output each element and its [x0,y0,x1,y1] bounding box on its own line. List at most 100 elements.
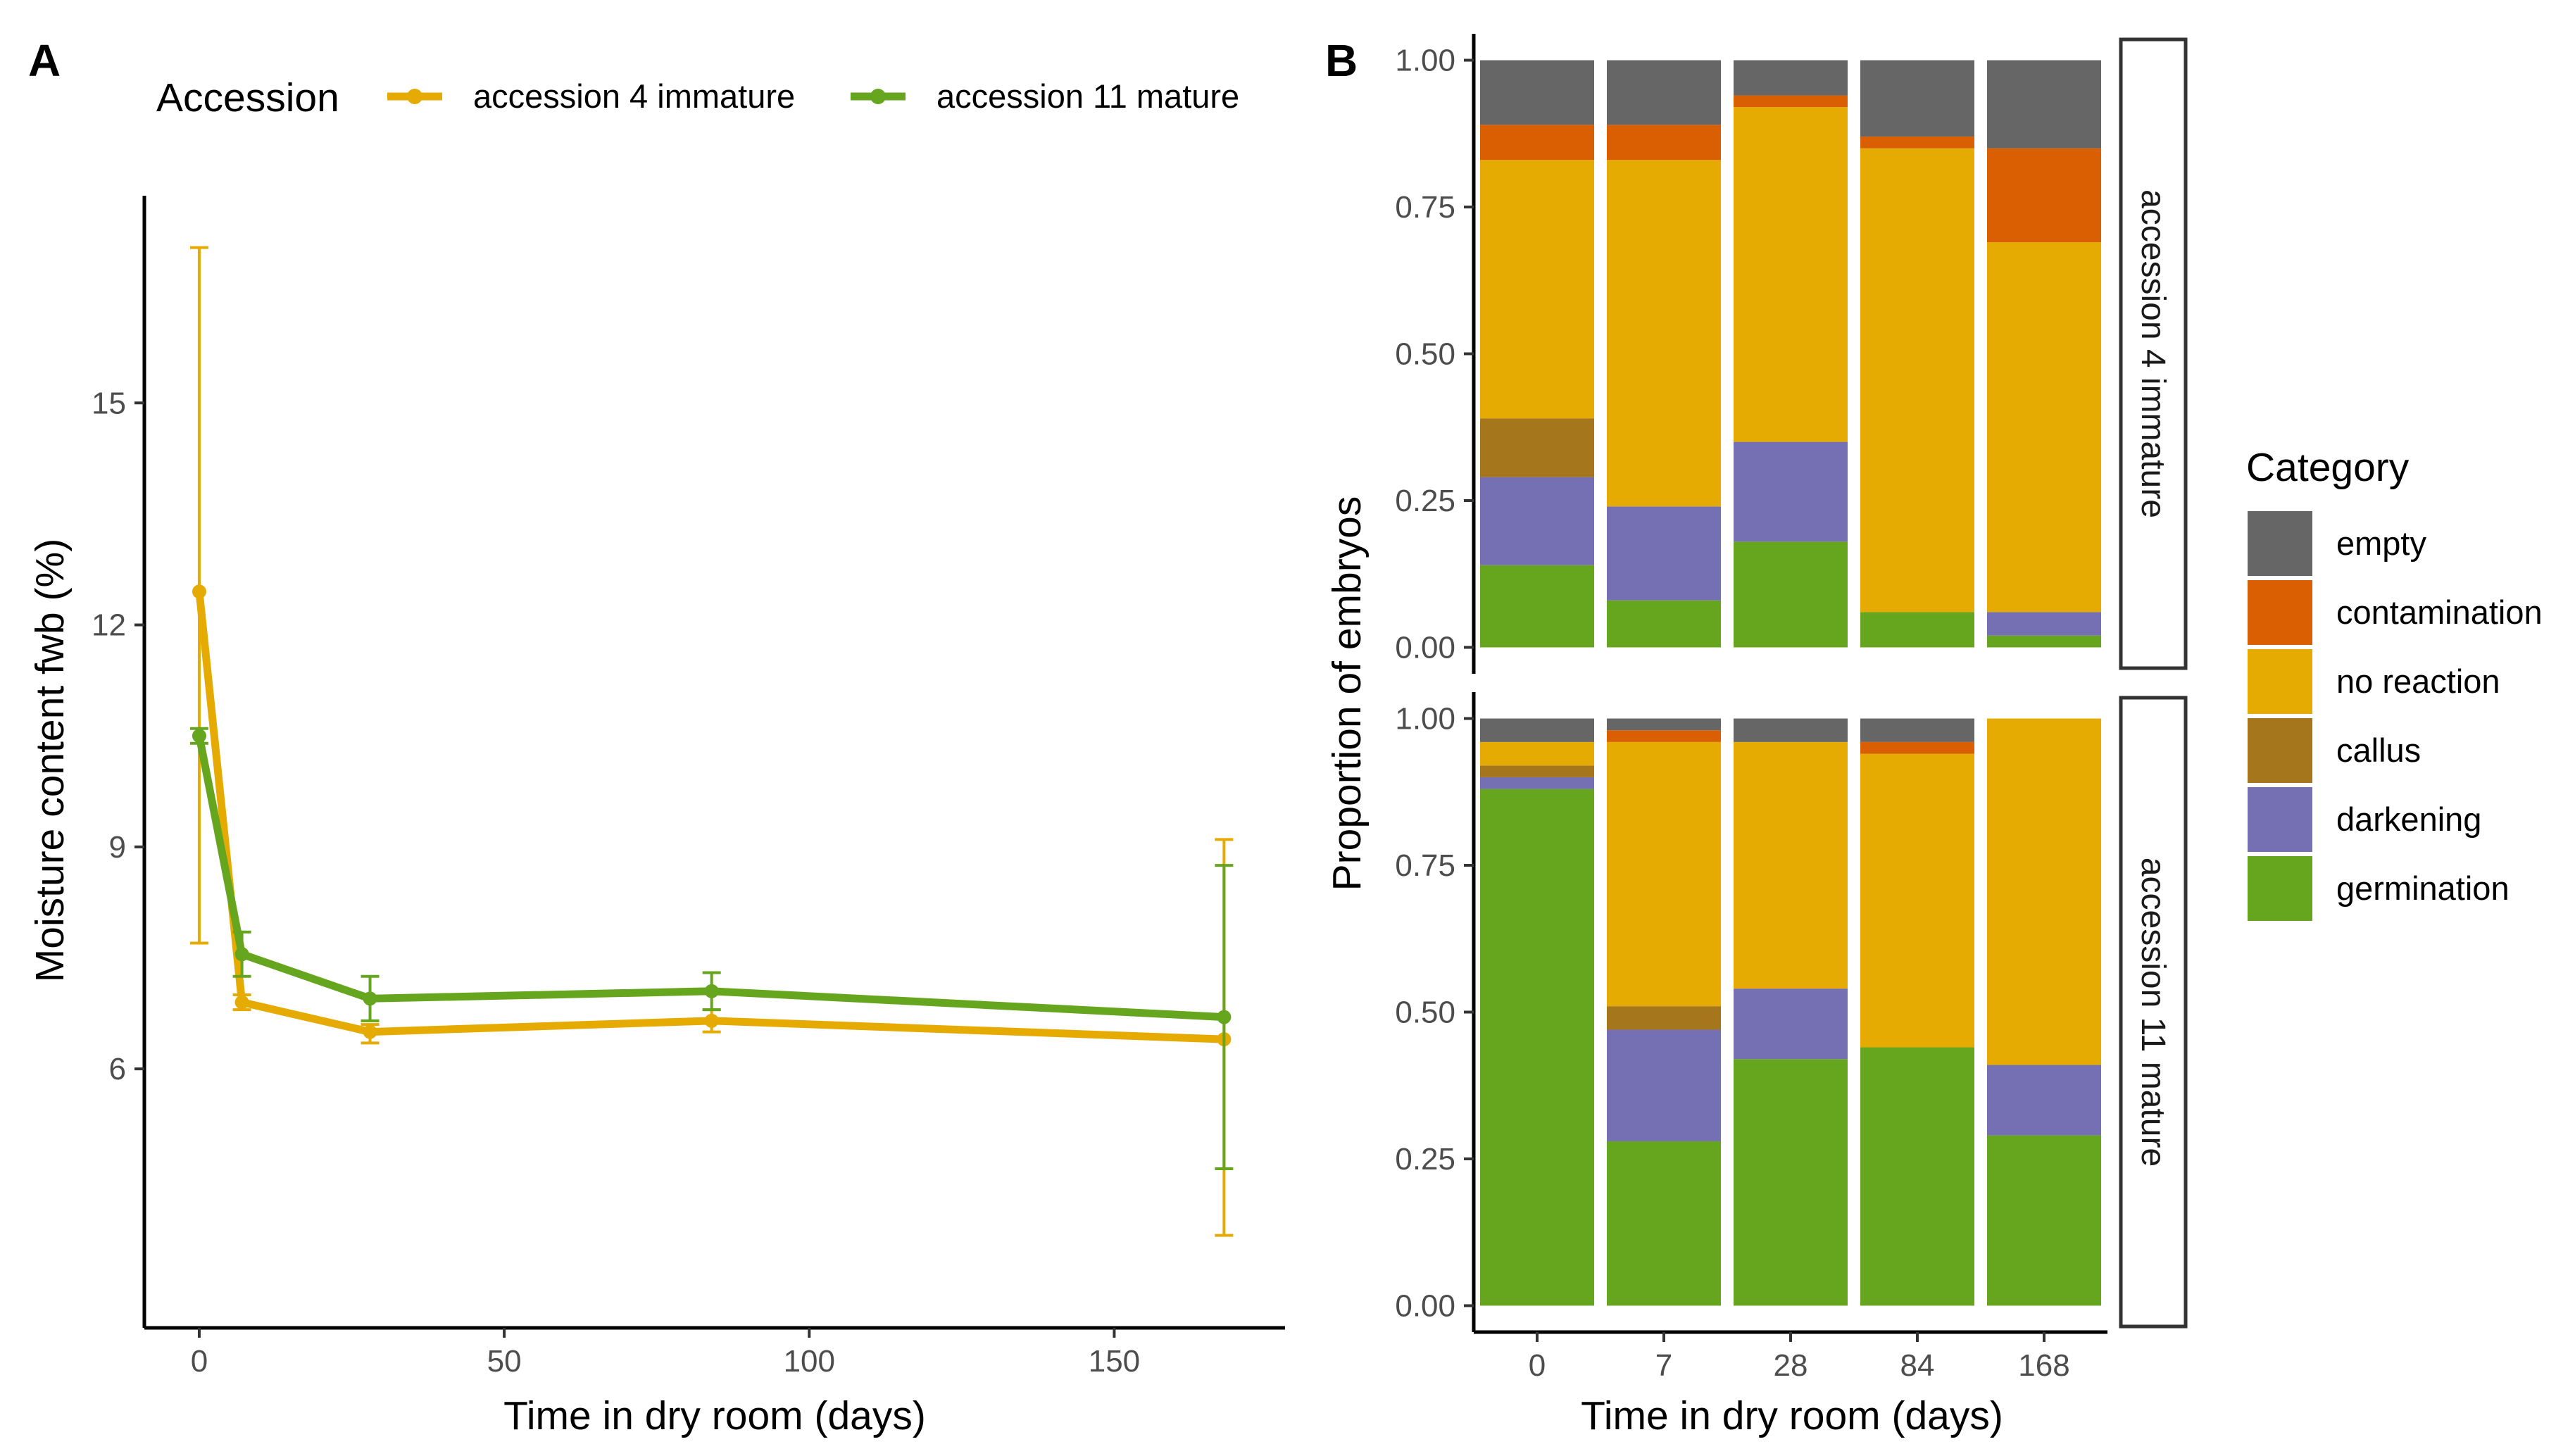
facet-strip-label: accession 11 mature [2134,858,2172,1167]
legend-accession-4-label: accession 4 immature [473,77,795,115]
legend-label-empty: empty [2336,525,2426,562]
bar-segment-darkening-day-28 [1734,441,1848,542]
panel-b-plot: 0.00 0.25 0.50 0.75 1.00 accession 4 immature… [1395,34,2188,1383]
bar-segment-contamination-day-28 [1734,95,1848,108]
data-point-accession-11-mature [704,984,719,998]
facet-x-tick-label: 84 [1900,1348,1935,1383]
legend-swatch-empty [2248,511,2312,576]
facet-x-tick-label: 168 [2018,1348,2069,1383]
panel-a-label: A [28,35,61,86]
bar-segment-germination-day-0 [1480,565,1594,648]
legend-accession-11-label: accession 11 mature [936,77,1239,115]
panel-b-y-axis-title: Proportion of embryos [1324,496,1370,891]
bar-segment-no-reaction-day-7 [1607,741,1721,1007]
bar-segment-empty-day-28 [1734,718,1848,742]
bar-segment-darkening-day-7 [1607,506,1721,601]
bar-segment-no-reaction-day-7 [1607,160,1721,507]
bar-segment-darkening-day-168 [1987,612,2101,636]
facet-y-tick-label: 0.75 [1395,848,1455,883]
bar-segment-germination-day-0 [1480,789,1594,1306]
panel-a-y-axis-title: Moisture content fwb (%) [27,539,73,982]
facet-y-tick-label: 0.00 [1395,630,1455,665]
x-tick-label: 0 [191,1344,208,1379]
bar-segment-empty-day-84 [1860,718,1974,742]
bar-segment-empty-day-28 [1734,60,1848,96]
bar-segment-empty-day-0 [1480,60,1594,125]
bar-segment-darkening-day-168 [1987,1065,2101,1136]
y-tick-label: 12 [92,608,126,643]
facet-strip-box [2119,696,2188,1329]
legend-label-no-reaction: no reaction [2336,663,2500,700]
bar-segment-empty-day-7 [1607,718,1721,731]
bar-segment-no-reaction-day-84 [1860,148,1974,613]
facet-y-tick-label: 1.00 [1395,44,1455,78]
legend-label-contamination: contamination [2336,594,2543,631]
bar-segment-darkening-day-0 [1480,477,1594,565]
data-point-accession-4-immature [234,995,249,1010]
bar-segment-empty-day-84 [1860,60,1974,137]
bar-segment-empty-day-7 [1607,60,1721,125]
bar-segment-contamination-day-7 [1607,125,1721,161]
bar-segment-empty-day-0 [1480,718,1594,742]
legend-label-callus: callus [2336,732,2421,769]
bar-segment-germination-day-28 [1734,541,1848,648]
bar-segment-no-reaction-day-28 [1734,107,1848,442]
facet-y-tick-label: 0.75 [1395,190,1455,225]
x-tick-label: 150 [1089,1344,1140,1379]
data-point-accession-11-mature [363,991,377,1006]
legend-label-darkening: darkening [2336,801,2481,838]
data-point-accession-4-immature [704,1013,719,1028]
bar-segment-germination-day-7 [1607,600,1721,648]
category-legend-title: Category [2246,445,2410,490]
bar-segment-germination-day-168 [1987,1135,2101,1306]
legend-title: Accession [156,75,339,120]
facet-x-tick-label: 28 [1774,1348,1808,1383]
bar-segment-callus-day-7 [1607,1006,1721,1030]
legend-label-germination: germination [2336,870,2510,907]
bar-segment-callus-day-0 [1480,418,1594,477]
bar-segment-no-reaction-day-84 [1860,753,1974,1048]
data-point-accession-11-mature [234,947,249,962]
bar-segment-contamination-day-84 [1860,741,1974,754]
bar-segment-germination-day-168 [1987,635,2101,648]
legend-swatch-contamination [2248,580,2312,645]
bar-segment-no-reaction-day-0 [1480,160,1594,419]
legend-swatch-germination [2248,856,2312,921]
bar-segment-no-reaction-day-168 [1987,242,2101,613]
bar-segment-germination-day-28 [1734,1059,1848,1306]
panel-b-legend: Category empty contamination no reaction ca… [2246,445,2543,921]
bar-segment-no-reaction-day-168 [1987,718,2101,1065]
facet-x-tick-label: 0 [1529,1348,1546,1383]
legend-accession-11-dot [870,89,886,104]
panel-b-x-axis-title: Time in dry room (days) [1581,1393,2003,1438]
panel-a-x-axis-title: Time in dry room (days) [503,1393,926,1438]
x-tick-label: 50 [487,1344,522,1379]
bar-segment-germination-day-84 [1860,1047,1974,1306]
facet-y-tick-label: 0.00 [1395,1288,1455,1323]
facet-y-tick-label: 1.00 [1395,702,1455,736]
y-tick-label: 9 [109,830,126,865]
facet-strip-box [2119,37,2188,670]
panel-a-legend: Accession accession 4 immature accession… [156,75,1239,120]
legend-swatch-darkening [2248,787,2312,852]
legend-swatch-callus [2248,718,2312,783]
bar-segment-darkening-day-0 [1480,777,1594,789]
bar-segment-no-reaction-day-28 [1734,741,1848,989]
bar-segment-germination-day-84 [1860,612,1974,648]
x-tick-label: 100 [784,1344,835,1379]
facet-y-tick-label: 0.50 [1395,996,1455,1030]
bar-segment-darkening-day-28 [1734,989,1848,1060]
bar-segment-germination-day-7 [1607,1141,1721,1306]
bar-segment-darkening-day-7 [1607,1029,1721,1141]
data-point-accession-11-mature [192,729,206,743]
facet-x-tick-label: 7 [1655,1348,1672,1383]
facet-strip-label: accession 4 immature [2134,189,2172,518]
data-point-accession-11-mature [1217,1010,1232,1024]
y-tick-label: 15 [92,386,126,420]
bar-segment-contamination-day-0 [1480,125,1594,161]
bar-segment-callus-day-0 [1480,765,1594,777]
bar-segment-contamination-day-7 [1607,730,1721,742]
bar-segment-empty-day-168 [1987,60,2101,149]
